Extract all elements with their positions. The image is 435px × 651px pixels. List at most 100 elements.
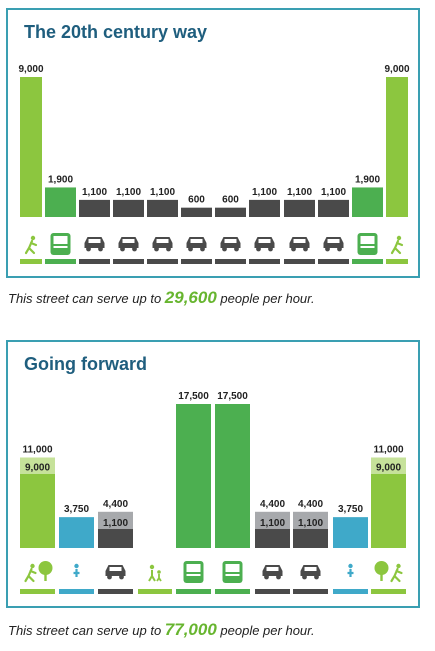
lane-strip [59,589,94,594]
bus-icon [50,233,71,255]
bus-bumper [360,246,375,248]
bar-bus-lane [176,404,211,548]
bar-previous-value-label: 1,100 [103,518,128,529]
bar-bike-lane [59,517,94,548]
lane-strip [352,259,383,264]
bus-window [225,564,240,572]
bar-pedestrian-increase [20,457,55,474]
bus-window [186,564,201,572]
car-window [258,239,271,243]
bar-value-label: 1,100 [287,187,312,198]
car-wheel [291,246,296,252]
bar-pedestrian-increase [371,457,406,474]
car-icon [84,237,105,252]
bar-bus-lane [215,404,250,548]
bar-value-label: 1,900 [355,174,380,185]
bar-value-label: 17,500 [217,391,248,402]
capacity-caption: This street can serve up to 29,600 peopl… [8,288,315,308]
lane-strip [79,259,110,264]
pedestrian-body [390,567,403,583]
bar-value-label: 600 [188,195,205,206]
pedestrian-icon [24,235,38,255]
car-wheel [264,574,269,580]
lane-strip [176,589,211,594]
lane-strip [113,259,144,264]
bar-car-lane [113,199,144,217]
bus-icon [183,561,204,583]
bar-pedestrian-lane [386,77,408,217]
pedestrian-icon [390,235,404,255]
car-wheel [222,246,227,252]
bar-value-label: 4,400 [298,499,323,510]
bar-car-lane [215,207,246,217]
bus-icon [357,233,378,255]
lane-strip [284,259,315,264]
car-wheel [234,246,239,252]
car-wheel [132,246,137,252]
bus-window [53,236,68,244]
pedestrian-icon [24,561,53,583]
car-window [156,239,169,243]
bar-car-previous [293,528,328,548]
lane-strip [20,259,42,264]
car-icon [105,565,126,580]
bar-value-label: 1,100 [82,187,107,198]
bar-value-label: 4,400 [103,499,128,510]
bar-value-label: 11,000 [22,444,52,455]
bar-value-label: 1,100 [321,187,346,198]
car-icon [289,237,310,252]
bar-car-lane [318,199,349,217]
bus-bumper [53,246,68,248]
bar-value-label: 600 [222,195,239,206]
car-wheel [200,246,205,252]
car-wheel [268,246,273,252]
capacity-caption: This street can serve up to 77,000 peopl… [8,620,315,640]
car-icon [254,237,275,252]
cyclist-body [73,569,80,577]
bar-value-label: 3,750 [338,504,363,515]
bike-icon [347,563,354,577]
adult-body [148,570,156,582]
bar-car-increase [293,511,328,529]
lane-strip [20,589,55,594]
lane-strip [293,589,328,594]
cyclist-head [348,563,353,569]
pedestrian-head [396,235,402,241]
car-wheel [107,574,112,580]
bus-icon [222,561,243,583]
tree-crown [38,561,53,575]
capacity-total: 77,000 [164,620,217,639]
car-window [266,567,279,571]
car-window [304,567,317,571]
bar-pedestrian-previous [20,473,55,548]
car-icon [262,565,283,580]
car-icon [118,237,139,252]
caption-prefix: This street can serve up to [8,623,165,638]
car-icon [186,237,207,252]
bar-value-label: 4,400 [260,499,285,510]
car-wheel [98,246,103,252]
chart-panel-20th-century: The 20th century way [6,8,420,278]
lane-strip [98,589,133,594]
bar-car-increase [98,511,133,529]
car-window [88,239,101,243]
bar-car-previous [255,528,290,548]
caption-suffix: people per hour. [216,291,315,306]
tree-trunk [380,573,383,581]
car-icon [152,237,173,252]
lane-strip [45,259,76,264]
pedestrian-head [30,235,36,241]
caption-prefix: This street can serve up to [8,291,165,306]
lane-strip [138,589,172,594]
lane-strip [386,259,408,264]
bar-value-label: 9,000 [18,64,43,75]
caption-suffix: people per hour. [216,623,315,638]
car-wheel [276,574,281,580]
car-window [122,239,135,243]
chart-panel-going-forward: Going forward [6,340,420,608]
bar-car-lane [284,199,315,217]
bar-value-label: 9,000 [384,64,409,75]
pedestrian-icon [148,564,162,582]
car-icon [220,237,241,252]
child-body [156,574,162,582]
